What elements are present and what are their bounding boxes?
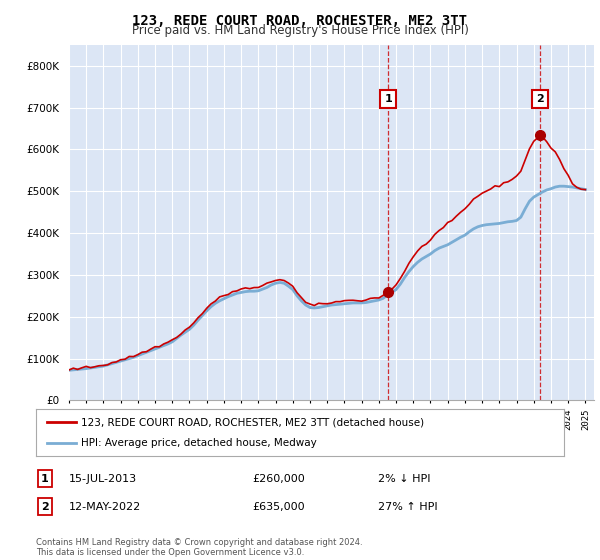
Text: £260,000: £260,000	[252, 474, 305, 484]
Text: 2: 2	[41, 502, 49, 512]
Text: 2% ↓ HPI: 2% ↓ HPI	[378, 474, 431, 484]
Text: 1: 1	[41, 474, 49, 484]
Text: £635,000: £635,000	[252, 502, 305, 512]
Text: 123, REDE COURT ROAD, ROCHESTER, ME2 3TT: 123, REDE COURT ROAD, ROCHESTER, ME2 3TT	[133, 14, 467, 28]
Text: Contains HM Land Registry data © Crown copyright and database right 2024.
This d: Contains HM Land Registry data © Crown c…	[36, 538, 362, 557]
Text: Price paid vs. HM Land Registry's House Price Index (HPI): Price paid vs. HM Land Registry's House …	[131, 24, 469, 37]
Text: 27% ↑ HPI: 27% ↑ HPI	[378, 502, 437, 512]
Text: 15-JUL-2013: 15-JUL-2013	[69, 474, 137, 484]
Text: 2: 2	[536, 94, 544, 104]
Text: 123, REDE COURT ROAD, ROCHESTER, ME2 3TT (detached house): 123, REDE COURT ROAD, ROCHESTER, ME2 3TT…	[81, 417, 424, 427]
Text: 12-MAY-2022: 12-MAY-2022	[69, 502, 141, 512]
Text: 1: 1	[384, 94, 392, 104]
Text: HPI: Average price, detached house, Medway: HPI: Average price, detached house, Medw…	[81, 438, 317, 448]
